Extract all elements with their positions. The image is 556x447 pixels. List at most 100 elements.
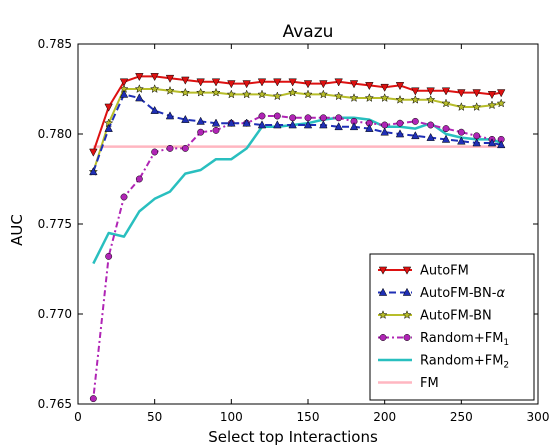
data-point (457, 89, 466, 98)
x-axis-label: Select top Interactions (208, 428, 378, 446)
legend-label-base: AutoFM-BN- (420, 286, 497, 301)
data-point (150, 73, 159, 82)
data-point (441, 134, 451, 143)
data-point (472, 89, 481, 98)
legend-label: AutoFM-BN (420, 309, 492, 324)
data-point (457, 128, 465, 136)
legend-marker (402, 310, 412, 319)
data-point (487, 100, 497, 110)
data-point (304, 114, 312, 122)
series-line (92, 75, 502, 153)
data-point (257, 120, 267, 129)
data-point (212, 126, 220, 134)
data-point (181, 114, 190, 123)
data-point (227, 80, 236, 89)
data-point (197, 128, 205, 136)
series-line (92, 88, 502, 173)
legend-marker (402, 287, 412, 296)
data-point (441, 98, 451, 108)
data-point (257, 89, 267, 99)
data-point (242, 89, 252, 99)
legend-label-subscript: 1 (503, 338, 509, 348)
data-point (380, 93, 390, 102)
data-point (335, 114, 343, 122)
data-point (395, 94, 405, 104)
data-point (472, 102, 482, 111)
data-point (119, 78, 129, 87)
data-point (135, 73, 144, 82)
y-axis: 0.765 0.770 0.775 0.780 0.785 (38, 37, 538, 411)
data-point (211, 118, 221, 127)
legend-marker (378, 266, 388, 275)
y-tick-label: 0.765 (38, 397, 72, 411)
data-point (181, 76, 190, 85)
data-point (273, 112, 281, 120)
data-point (196, 78, 205, 87)
series-layer (88, 73, 506, 403)
y-tick-label: 0.770 (38, 307, 72, 321)
legend-label: Random+FM2 (420, 354, 509, 371)
data-point (318, 89, 328, 99)
x-tick-label: 150 (297, 410, 320, 424)
legend-label: FM (420, 376, 439, 391)
x-tick-label: 0 (74, 410, 82, 424)
data-point (411, 131, 420, 140)
data-point (349, 80, 359, 89)
data-point (349, 93, 359, 102)
legend-label-base: Random+FM (420, 331, 503, 346)
data-point (181, 144, 189, 152)
data-point (303, 80, 313, 89)
data-point (380, 83, 389, 92)
data-point (473, 132, 481, 140)
legend-label-base: Random+FM (420, 354, 503, 369)
series-2 (88, 84, 506, 176)
data-point (426, 87, 435, 96)
data-point (227, 118, 236, 127)
data-point (120, 193, 128, 201)
y-axis-label: AUC (8, 214, 26, 246)
data-point (411, 87, 420, 96)
data-point (273, 78, 282, 87)
data-point (334, 91, 344, 101)
data-point (410, 94, 420, 104)
series-0 (89, 73, 506, 157)
data-point (426, 132, 435, 141)
data-point (289, 114, 297, 122)
data-point (150, 105, 159, 114)
data-point (319, 80, 328, 89)
data-point (257, 78, 267, 87)
data-point (319, 114, 327, 122)
data-point (135, 175, 143, 183)
data-point (196, 116, 205, 125)
data-point (166, 144, 174, 152)
x-tick-label: 200 (373, 410, 396, 424)
data-point (151, 148, 159, 156)
data-point (211, 78, 221, 87)
data-point (288, 87, 298, 97)
x-axis: 0 50 100 150 200 250 300 (74, 44, 549, 424)
data-point (119, 89, 129, 98)
legend-box (369, 253, 535, 401)
data-point (303, 89, 313, 99)
data-point (472, 138, 481, 147)
y-tick-label: 0.785 (38, 37, 72, 51)
chart-title: Avazu (283, 22, 334, 42)
data-point (165, 111, 175, 120)
series-1 (89, 89, 506, 176)
legend-marker (378, 310, 388, 319)
data-point (273, 120, 282, 129)
series-line (92, 115, 502, 399)
data-point (89, 167, 98, 176)
data-point (411, 117, 419, 125)
data-point (381, 121, 389, 129)
legend-marker (402, 266, 412, 275)
data-point (457, 136, 466, 145)
data-point (395, 82, 405, 91)
data-point (226, 89, 236, 99)
legend-label: AutoFM (420, 264, 469, 279)
x-tick-label: 300 (527, 410, 550, 424)
data-point (442, 125, 450, 133)
data-point (395, 129, 405, 138)
data-point (441, 87, 451, 96)
data-point (496, 98, 506, 108)
